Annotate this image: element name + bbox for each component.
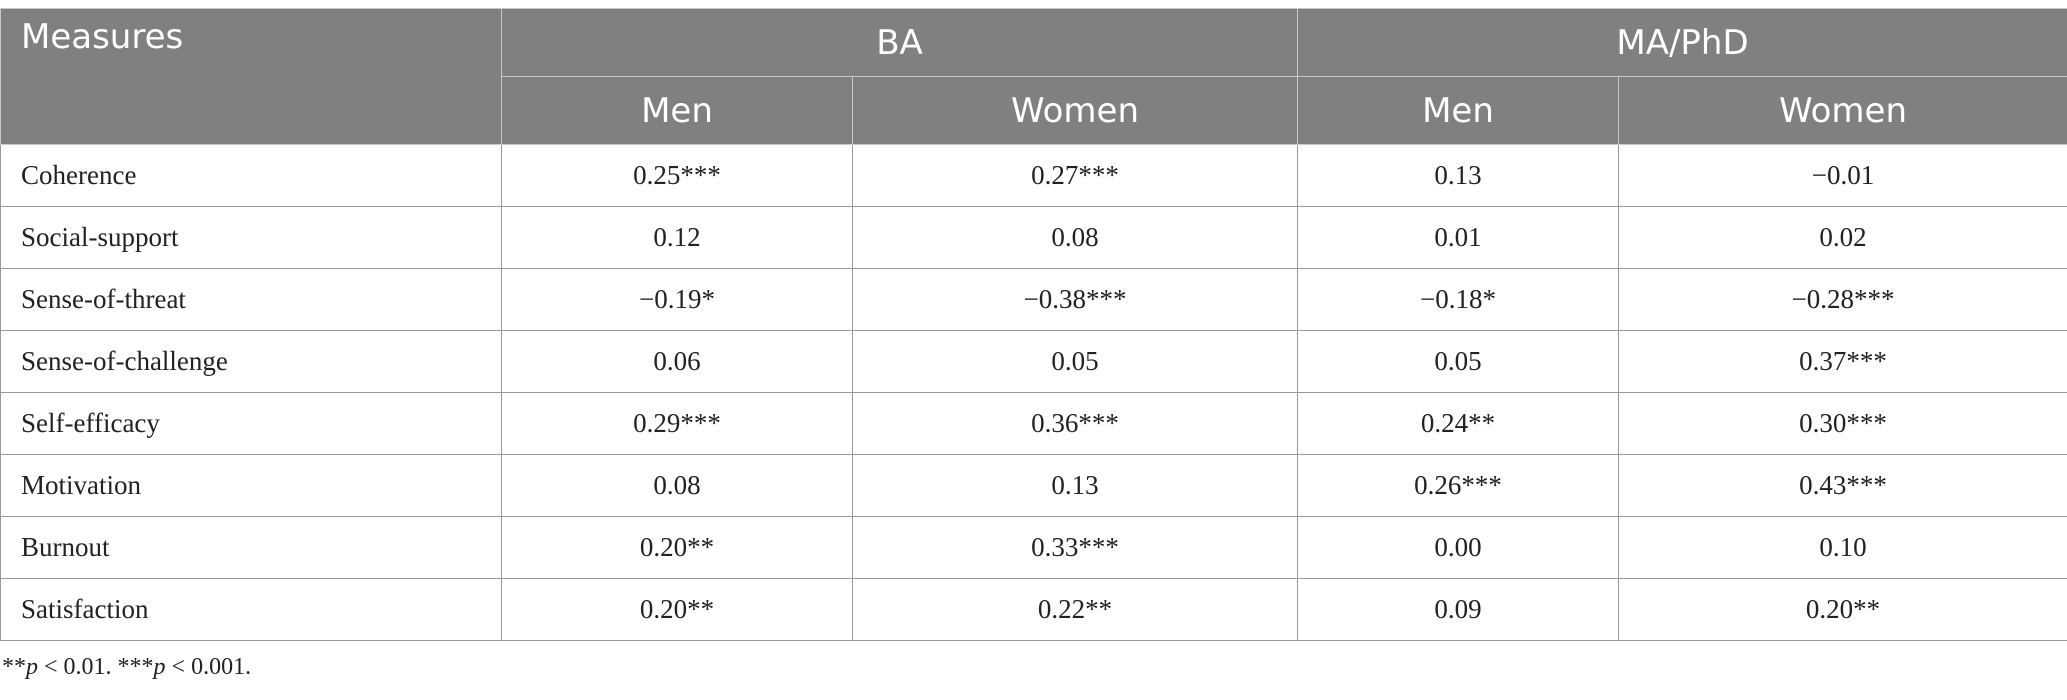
table-row: Motivation 0.08 0.13 0.26*** 0.43*** — [0, 454, 2067, 517]
header-ma-men: Men — [1297, 76, 1619, 145]
header-ba-women: Women — [852, 76, 1298, 145]
value-cell: −0.28*** — [1618, 268, 2067, 331]
value-cell: −0.19* — [501, 268, 853, 331]
value-cell: 0.24** — [1297, 392, 1619, 455]
footnote-threshold: < 0.01. — [38, 654, 118, 680]
footnote-stars: *** — [117, 654, 154, 680]
value-cell: 0.05 — [852, 330, 1298, 393]
header-measures: Measures — [0, 8, 502, 145]
value-cell: 0.10 — [1618, 516, 2067, 579]
header-ba-men: Men — [501, 76, 853, 145]
value-cell: 0.01 — [1297, 206, 1619, 269]
value-cell: 0.08 — [852, 206, 1298, 269]
header-row-gender: Men Women Men Women — [1, 76, 2067, 145]
value-cell: 0.20** — [501, 516, 853, 579]
value-cell: 0.00 — [1297, 516, 1619, 579]
value-cell: −0.01 — [1618, 144, 2067, 207]
footnote-p: p — [26, 654, 38, 680]
value-cell: 0.26*** — [1297, 454, 1619, 517]
value-cell: 0.09 — [1297, 578, 1619, 641]
value-cell: −0.18* — [1297, 268, 1619, 331]
header-group-ba: BA — [501, 8, 1298, 77]
measure-cell: Coherence — [0, 144, 502, 207]
table-row: Social-support 0.12 0.08 0.01 0.02 — [0, 206, 2067, 269]
header-ma-women: Women — [1618, 76, 2067, 145]
value-cell: 0.25*** — [501, 144, 853, 207]
table-row: Self-efficacy 0.29*** 0.36*** 0.24** 0.3… — [0, 392, 2067, 455]
table-footnote: **p < 0.01. ***p < 0.001. — [2, 654, 251, 681]
value-cell: 0.05 — [1297, 330, 1619, 393]
footnote-p: p — [153, 654, 166, 680]
table-row: Burnout 0.20** 0.33*** 0.00 0.10 — [0, 516, 2067, 579]
measure-cell: Sense-of-threat — [0, 268, 502, 331]
header-group-ma-phd: MA/PhD — [1297, 8, 2067, 77]
footnote-threshold: < 0.001. — [165, 654, 252, 680]
measure-cell: Motivation — [0, 454, 502, 517]
value-cell: 0.20** — [1618, 578, 2067, 641]
measure-cell: Social-support — [0, 206, 502, 269]
value-cell: 0.37*** — [1618, 330, 2067, 393]
footnote-stars: ** — [2, 654, 26, 680]
value-cell: 0.06 — [501, 330, 853, 393]
correlation-table: Measures BA MA/PhD Men Women Men Women C… — [0, 8, 2067, 641]
value-cell: 0.08 — [501, 454, 853, 517]
value-cell: 0.22** — [852, 578, 1298, 641]
table-row: Satisfaction 0.20** 0.22** 0.09 0.20** — [0, 578, 2067, 641]
value-cell: 0.43*** — [1618, 454, 2067, 517]
value-cell: 0.27*** — [852, 144, 1298, 207]
table-row: Sense-of-threat −0.19* −0.38*** −0.18* −… — [0, 268, 2067, 331]
table-row: Coherence 0.25*** 0.27*** 0.13 −0.01 — [0, 144, 2067, 207]
value-cell: 0.36*** — [852, 392, 1298, 455]
measure-cell: Burnout — [0, 516, 502, 579]
value-cell: 0.20** — [501, 578, 853, 641]
value-cell: 0.02 — [1618, 206, 2067, 269]
measure-cell: Self-efficacy — [0, 392, 502, 455]
value-cell: −0.38*** — [852, 268, 1298, 331]
measure-cell: Sense-of-challenge — [0, 330, 502, 393]
value-cell: 0.33*** — [852, 516, 1298, 579]
value-cell: 0.30*** — [1618, 392, 2067, 455]
value-cell: 0.13 — [852, 454, 1298, 517]
value-cell: 0.13 — [1297, 144, 1619, 207]
value-cell: 0.29*** — [501, 392, 853, 455]
value-cell: 0.12 — [501, 206, 853, 269]
measure-cell: Satisfaction — [0, 578, 502, 641]
header-row-groups: Measures BA MA/PhD — [0, 8, 2067, 145]
table-row: Sense-of-challenge 0.06 0.05 0.05 0.37**… — [0, 330, 2067, 393]
